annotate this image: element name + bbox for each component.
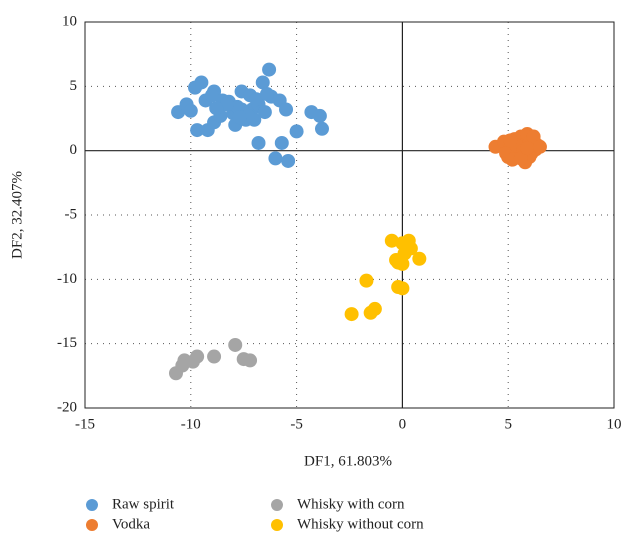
- point: [520, 141, 535, 156]
- x-tick-label: -10: [181, 416, 201, 432]
- legend-swatch: [271, 499, 283, 511]
- point: [257, 105, 272, 120]
- point: [255, 75, 270, 90]
- point: [190, 349, 205, 364]
- x-tick-label: -5: [290, 416, 303, 432]
- point: [194, 75, 209, 90]
- point: [503, 133, 518, 148]
- point: [207, 349, 222, 364]
- x-tick-label: 10: [607, 416, 622, 432]
- x-axis-label: DF1, 61.803%: [304, 453, 392, 469]
- point: [228, 337, 243, 352]
- x-tick-label: 5: [504, 416, 512, 432]
- y-tick-label: 5: [70, 78, 78, 94]
- point: [526, 129, 541, 144]
- point: [281, 153, 296, 168]
- point: [251, 135, 266, 150]
- point: [412, 251, 427, 266]
- point: [183, 103, 198, 118]
- point: [190, 123, 205, 138]
- point: [312, 108, 327, 123]
- point: [532, 139, 547, 154]
- y-tick-label: 0: [70, 142, 78, 158]
- legend-label: Raw spirit: [112, 496, 175, 512]
- point: [232, 110, 247, 125]
- point: [289, 124, 304, 139]
- point: [219, 97, 234, 112]
- legend-swatch: [271, 519, 283, 531]
- point: [209, 101, 224, 116]
- point: [274, 135, 289, 150]
- point: [268, 151, 283, 166]
- x-tick-label: 0: [399, 416, 407, 432]
- y-tick-label: -10: [57, 271, 77, 287]
- point: [279, 102, 294, 117]
- point: [175, 358, 190, 373]
- plot-frame: [84, 21, 615, 409]
- point: [314, 121, 329, 136]
- y-tick-label: -15: [57, 335, 77, 351]
- point: [259, 87, 274, 102]
- y-tick-label: -5: [65, 206, 78, 222]
- point: [395, 281, 410, 296]
- legend-label: Vodka: [112, 516, 150, 532]
- point: [391, 255, 406, 270]
- point: [363, 305, 378, 320]
- point: [262, 62, 277, 77]
- point: [249, 92, 264, 107]
- y-tick-label: -20: [57, 399, 77, 415]
- x-tick-label: -15: [75, 416, 95, 432]
- point: [243, 353, 258, 368]
- y-tick-label: 10: [62, 13, 77, 29]
- legend-label: Whisky with corn: [297, 496, 405, 512]
- point: [513, 151, 528, 166]
- legend-swatch: [86, 499, 98, 511]
- legend-swatch: [86, 519, 98, 531]
- point: [359, 273, 374, 288]
- y-axis-label: DF2, 32.407%: [9, 171, 25, 259]
- point: [204, 88, 219, 103]
- legend-label: Whisky without corn: [297, 516, 424, 532]
- point: [344, 307, 359, 322]
- point: [384, 233, 399, 248]
